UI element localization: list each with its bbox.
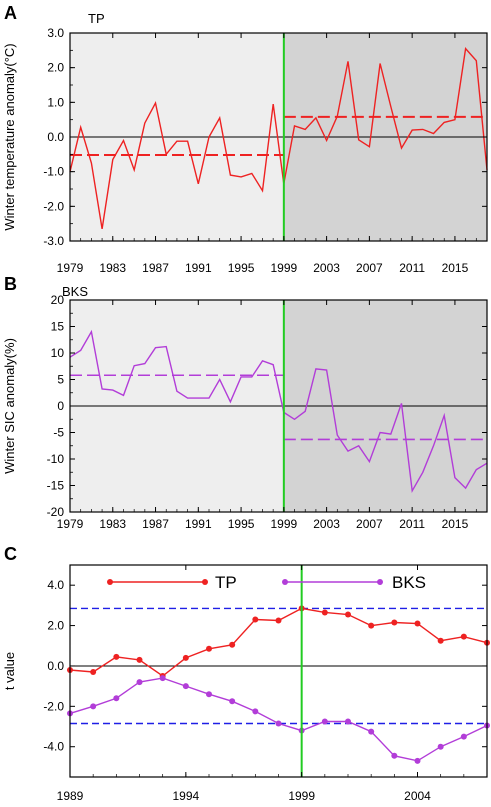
panel-c-ytick-label: 0.0 xyxy=(47,659,64,673)
panel-c-point-tp-1998 xyxy=(275,617,282,624)
panel-b-xtick-label: 1999 xyxy=(270,517,297,531)
panel-a-ytick-label: -1.0 xyxy=(43,165,64,179)
panel-c-point-tp-2006 xyxy=(460,633,467,640)
legend-marker-tp xyxy=(107,579,113,585)
panel-c-point-tp-1997 xyxy=(252,616,259,623)
panel-a-ylabel: Winter temperature anomaly(°C) xyxy=(2,43,17,230)
panel-c-ytick-label: 2.0 xyxy=(47,619,64,633)
panel-b-ytick-label: 5 xyxy=(57,373,64,387)
panel-c-point-tp-2003 xyxy=(391,619,398,626)
panel-b-xtick-label: 1991 xyxy=(185,517,212,531)
panel-b-xtick-label: 1987 xyxy=(142,517,169,531)
panel-b-xtick-label: 2015 xyxy=(442,517,469,531)
legend-label-tp: TP xyxy=(215,573,237,592)
panel-b-series-line-0 xyxy=(69,329,488,493)
panel-b-ytick-label: 15 xyxy=(51,320,65,334)
panel-c-point-tp-2005 xyxy=(437,637,444,644)
panel-c-point-tp-1995 xyxy=(206,645,212,652)
panel-a-xtick-label: 2015 xyxy=(442,261,469,275)
panel-c-point-tp-1991 xyxy=(113,653,120,660)
panel-a-tag: TP xyxy=(88,11,105,26)
panel-a-xtick-label: 2011 xyxy=(399,261,425,275)
panel-a-ytick-label: -3.0 xyxy=(43,234,64,248)
panel-c-point-bks-1996 xyxy=(229,698,236,705)
legend-marker-bks-end xyxy=(377,579,383,585)
panel-b-xtick-label: 1979 xyxy=(57,517,84,531)
panel-c-frame xyxy=(69,564,488,778)
panel-c-point-bks-2000 xyxy=(321,718,328,725)
panel-a-ytick-label: -2.0 xyxy=(43,199,64,213)
panel-b-xtick-label: 2011 xyxy=(399,517,425,531)
panel-c-point-bks-1992 xyxy=(136,679,143,686)
panel-c-ylabel: t value xyxy=(2,652,17,690)
panel-a-ytick-label: 1.0 xyxy=(47,95,64,109)
panel-a-xtick-label: 1999 xyxy=(270,261,297,275)
panel-c-xtick-label: 2004 xyxy=(404,789,431,803)
panel-c-ytick-label: -2.0 xyxy=(43,699,64,713)
panel-a-ytick-label: 0.0 xyxy=(47,130,64,144)
panel-a-xtick-label: 2007 xyxy=(356,261,383,275)
panel-c-point-tp-1996 xyxy=(229,641,236,648)
panel-c-point-tp-1990 xyxy=(90,669,97,676)
panel-c-point-tp-2004 xyxy=(414,620,421,627)
panel-c-point-bks-1991 xyxy=(113,695,120,702)
panel-c-point-bks-2004 xyxy=(414,757,421,764)
panel-c-point-bks-2002 xyxy=(368,728,375,735)
panel-c-point-bks-2005 xyxy=(437,743,444,750)
panel-a-xtick-label: 1979 xyxy=(57,261,84,275)
panel-b-ytick-label: -15 xyxy=(47,479,65,493)
legend-label-bks: BKS xyxy=(392,573,426,592)
panel-c-point-bks-1994 xyxy=(182,683,189,690)
panel-a-xtick-label: 1983 xyxy=(99,261,126,275)
panel-c-point-bks-1995 xyxy=(206,691,212,698)
panel-b-ytick-label: -10 xyxy=(47,452,65,466)
panel-b-ylabel: Winter SIC anomaly(%) xyxy=(2,338,17,474)
panel-c-ytick-label: 4.0 xyxy=(47,578,64,592)
panel-a-xtick-label: 1995 xyxy=(228,261,255,275)
panel-b-xtick-label: 1983 xyxy=(99,517,126,531)
panel-c-point-tp-2000 xyxy=(321,609,328,616)
panel-a-xtick-label: 1991 xyxy=(185,261,212,275)
panel-a-ytick-label: 3.0 xyxy=(47,26,64,40)
legend-marker-bks xyxy=(282,579,288,585)
panel-b-ytick-label: 20 xyxy=(51,293,65,307)
panel-b-xtick-label: 2007 xyxy=(356,517,383,531)
panel-c-xtick-label: 1989 xyxy=(57,789,84,803)
panel-c-point-bks-1993 xyxy=(159,675,166,682)
panel-a-letter: A xyxy=(4,3,17,23)
panel-b-letter: B xyxy=(4,274,17,294)
panel-c-point-bks-2001 xyxy=(345,718,351,725)
panel-c-ytick-label: -4.0 xyxy=(43,740,64,754)
panel-c-series-line-bks xyxy=(69,677,488,762)
panel-c-point-bks-1990 xyxy=(90,703,97,710)
panel-c-point-bks-2003 xyxy=(391,752,398,759)
panel-c-xtick-label: 1994 xyxy=(172,789,199,803)
panel-b-ytick-label: 0 xyxy=(57,399,64,413)
panel-a-ytick-label: 2.0 xyxy=(47,61,64,75)
panel-b-ytick-label: -20 xyxy=(47,505,65,519)
panel-c-xtick-label: 1999 xyxy=(288,789,315,803)
panel-a-series-line-0 xyxy=(69,47,488,230)
panel-c-point-bks-2006 xyxy=(460,733,467,740)
legend-marker-tp-end xyxy=(202,579,208,585)
panel-b-ytick-label: -5 xyxy=(53,426,64,440)
panel-c-point-bks-1998 xyxy=(275,720,282,727)
panel-a-xtick-label: 1987 xyxy=(142,261,169,275)
panel-c-point-tp-1994 xyxy=(182,654,189,661)
panel-b-xtick-label: 2003 xyxy=(313,517,340,531)
panel-c-point-tp-2001 xyxy=(345,611,351,618)
panel-b-ytick-label: 10 xyxy=(51,346,65,360)
panel-b-xtick-label: 1995 xyxy=(228,517,255,531)
panel-c-point-bks-1997 xyxy=(252,708,259,715)
panel-b-tag: BKS xyxy=(62,284,88,299)
panel-a-xtick-label: 2003 xyxy=(313,261,340,275)
panel-c-letter: C xyxy=(4,544,17,564)
panel-c-point-tp-1992 xyxy=(136,656,143,663)
panel-c-point-tp-2002 xyxy=(368,622,375,629)
